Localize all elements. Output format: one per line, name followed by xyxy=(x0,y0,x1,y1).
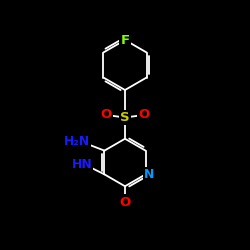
Text: S: S xyxy=(120,111,130,124)
Text: HN: HN xyxy=(72,158,92,171)
Text: O: O xyxy=(120,196,130,208)
Text: H₂N: H₂N xyxy=(64,136,90,148)
Text: O: O xyxy=(100,108,112,122)
Text: O: O xyxy=(138,108,149,122)
Text: N: N xyxy=(144,168,154,181)
Text: F: F xyxy=(120,34,130,46)
